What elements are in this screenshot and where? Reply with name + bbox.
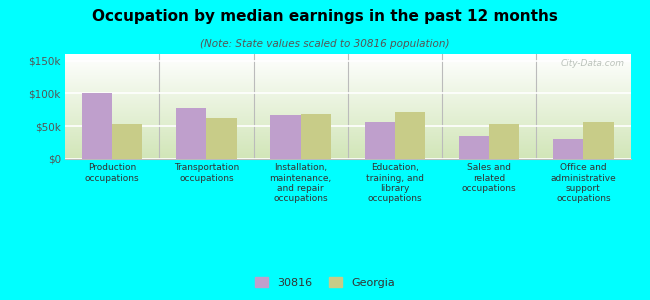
- Legend: 30816, Georgia: 30816, Georgia: [252, 274, 398, 291]
- Bar: [270, 115, 300, 159]
- Text: City-Data.com: City-Data.com: [561, 59, 625, 68]
- Bar: [176, 108, 206, 159]
- Text: (Note: State values scaled to 30816 population): (Note: State values scaled to 30816 popu…: [200, 39, 450, 49]
- Bar: [459, 136, 489, 159]
- Bar: [489, 124, 519, 159]
- Bar: [82, 93, 112, 159]
- Bar: [553, 139, 584, 159]
- Bar: [300, 114, 331, 159]
- Bar: [584, 122, 614, 159]
- Bar: [112, 124, 142, 159]
- Bar: [207, 118, 237, 159]
- Bar: [395, 112, 425, 159]
- Bar: [365, 122, 395, 159]
- Text: Occupation by median earnings in the past 12 months: Occupation by median earnings in the pas…: [92, 9, 558, 24]
